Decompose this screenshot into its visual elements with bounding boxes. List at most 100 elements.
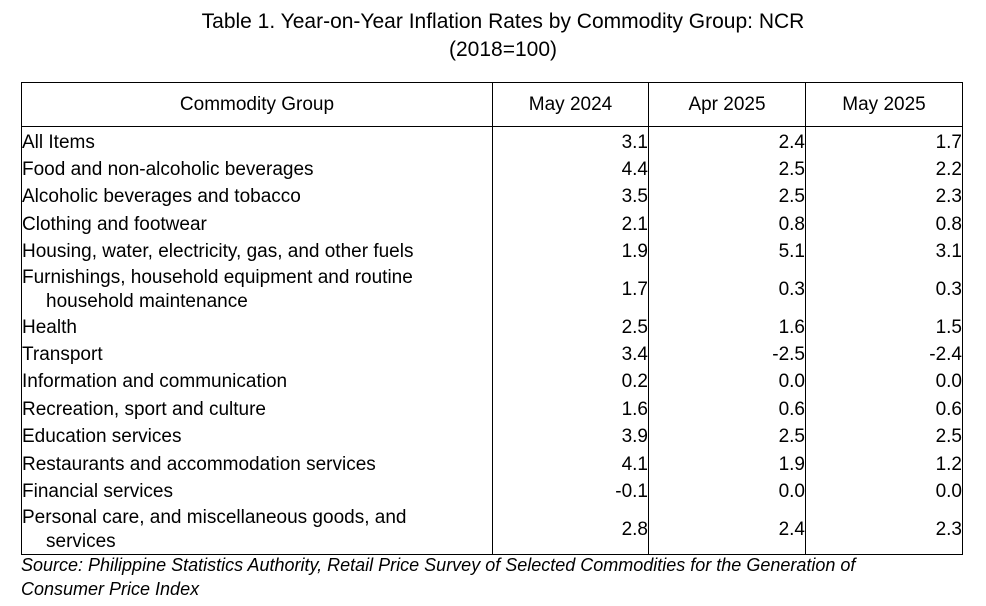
apr-2025-value: 2.4 [648,505,806,555]
table-row: Financial services -0.1 0.0 0.0 [21,478,963,506]
commodity-group-label: household maintenance [46,290,248,312]
table-row: Clothing and footwear 2.1 0.8 0.8 [21,211,963,239]
apr-2025-value: -2.5 [648,341,806,369]
may-2025-value: 1.5 [805,313,963,342]
apr-2025-value: 0.6 [648,396,806,424]
may-2025-value: 2.5 [805,423,963,451]
table-row: Transport 3.4 -2.5 -2.4 [21,341,963,369]
commodity-group-cell: All Items [21,126,493,157]
table-body: All Items 3.1 2.4 1.7 Food and non-alcoholic… [21,126,963,555]
commodity-group-label: Personal care, and miscellaneous goods, … [22,506,407,528]
table-row: Alcoholic beverages and tobacco 3.5 2.5 2.3 [21,183,963,212]
apr-2025-value: 5.1 [648,238,806,266]
may-2024-value: -0.1 [492,478,649,506]
may-2024-value: 3.9 [492,423,649,451]
commodity-group-label: Information and communication [22,371,288,393]
may-2025-value: 2.3 [805,183,963,212]
may-2025-value: 0.0 [805,478,963,506]
header-commodity-group: Commodity Group [21,82,493,127]
commodity-group-label: Clothing and footwear [22,213,207,235]
commodity-group-label: Transport [22,344,103,366]
may-2024-value: 1.6 [492,396,649,424]
commodity-group-label: Recreation, sport and culture [22,398,266,420]
table-row: Housing, water, electricity, gas, and ot… [21,238,963,266]
may-2024-value: 3.5 [492,183,649,212]
apr-2025-value: 2.5 [648,423,806,451]
header-apr-2025: Apr 2025 [648,82,806,127]
table-row: Education services 3.9 2.5 2.5 [21,423,963,451]
header-may-2024: May 2024 [492,82,649,127]
apr-2025-value: 1.9 [648,450,806,479]
commodity-group-cell: Food and non-alcoholic beverages [21,156,493,184]
may-2025-value: 2.2 [805,156,963,184]
commodity-group-label: Education services [22,426,182,448]
may-2025-value: 0.8 [805,211,963,239]
table-row: Health 2.5 1.6 1.5 [21,313,963,342]
table-row: Recreation, sport and culture 1.6 0.6 0.6 [21,396,963,424]
may-2024-value: 0.2 [492,368,649,397]
source-note-line-2: Consumer Price Index [21,579,200,599]
table-row: Personal care, and miscellaneous goods, … [21,505,963,555]
apr-2025-value: 0.0 [648,368,806,397]
may-2024-value: 3.4 [492,341,649,369]
table-row: All Items 3.1 2.4 1.7 [21,126,963,157]
table-title: Table 1. Year-on-Year Inflation Rates by… [0,8,986,64]
commodity-group-cell: Restaurants and accommodation services [21,450,493,479]
commodity-group-label: Food and non-alcoholic beverages [22,159,314,181]
source-note: Source: Philippine Statistics Authority,… [21,553,971,601]
table-title-line-2: (2018=100) [448,38,557,61]
apr-2025-value: 0.8 [648,211,806,239]
inflation-table: Commodity Group May 2024 Apr 2025 May 20… [21,82,963,555]
table-row: Restaurants and accommodation services 4.… [21,450,963,479]
commodity-group-label: Health [22,316,77,338]
apr-2025-value: 2.5 [648,156,806,184]
table-row: Food and non-alcoholic beverages 4.4 2.5 2.… [21,156,963,184]
commodity-group-cell: Recreation, sport and culture [21,396,493,424]
table-title-line-1: Table 1. Year-on-Year Inflation Rates by… [201,10,805,33]
may-2024-value: 4.4 [492,156,649,184]
commodity-group-cell: Furnishings, household equipment and rou… [21,265,493,314]
apr-2025-value: 1.6 [648,313,806,342]
may-2025-value: 1.2 [805,450,963,479]
commodity-group-cell: Information and communication [21,368,493,397]
commodity-group-cell: Alcoholic beverages and tobacco [21,183,493,212]
may-2024-value: 4.1 [492,450,649,479]
commodity-group-label: services [46,530,116,552]
may-2024-value: 2.5 [492,313,649,342]
commodity-group-label: Alcoholic beverages and tobacco [22,186,301,208]
may-2025-value: 0.3 [805,265,963,314]
apr-2025-value: 0.3 [648,265,806,314]
commodity-group-cell: Housing, water, electricity, gas, and ot… [21,238,493,266]
commodity-group-cell: Clothing and footwear [21,211,493,239]
table-row: Furnishings, household equipment and rou… [21,265,963,314]
may-2025-value: 2.3 [805,505,963,555]
may-2025-value: 1.7 [805,126,963,157]
header-may-2025: May 2025 [805,82,963,127]
commodity-group-cell: Education services [21,423,493,451]
may-2025-value: 3.1 [805,238,963,266]
commodity-group-cell: Personal care, and miscellaneous goods, … [21,505,493,555]
commodity-group-label: All Items [22,131,95,153]
commodity-group-cell: Transport [21,341,493,369]
table-header: Commodity Group May 2024 Apr 2025 May 20… [21,82,963,127]
may-2024-value: 1.7 [492,265,649,314]
table-row: Information and communication 0.2 0.0 0.0 [21,368,963,397]
may-2024-value: 3.1 [492,126,649,157]
commodity-group-cell: Health [21,313,493,342]
commodity-group-label: Housing, water, electricity, gas, and ot… [22,241,414,263]
may-2024-value: 1.9 [492,238,649,266]
may-2024-value: 2.8 [492,505,649,555]
may-2025-value: 0.0 [805,368,963,397]
header-row: Commodity Group May 2024 Apr 2025 May 20… [21,82,963,127]
apr-2025-value: 2.4 [648,126,806,157]
apr-2025-value: 2.5 [648,183,806,212]
commodity-group-label: Financial services [22,480,173,502]
commodity-group-label: Restaurants and accommodation services [22,453,376,475]
commodity-group-label: Furnishings, household equipment and rou… [22,266,413,288]
may-2025-value: 0.6 [805,396,963,424]
source-note-line-1: Source: Philippine Statistics Authority,… [21,555,856,575]
may-2024-value: 2.1 [492,211,649,239]
may-2025-value: -2.4 [805,341,963,369]
apr-2025-value: 0.0 [648,478,806,506]
commodity-group-cell: Financial services [21,478,493,506]
